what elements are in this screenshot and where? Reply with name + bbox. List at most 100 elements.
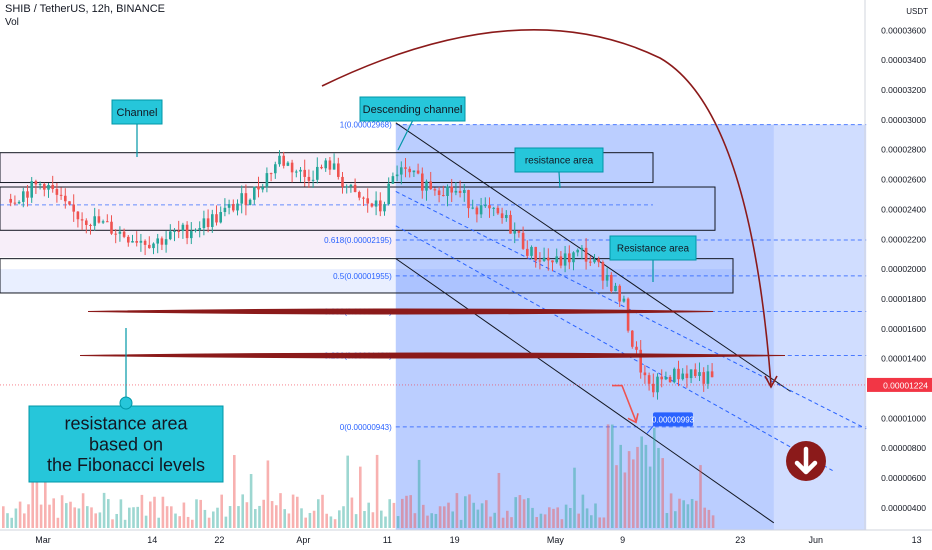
candle-body <box>463 190 466 193</box>
volume-bar <box>44 474 47 528</box>
callout-fibonacci-text: the Fibonacci levels <box>47 455 205 475</box>
candle-body <box>475 207 479 215</box>
y-tick-label: 0.00003400 <box>881 55 926 65</box>
volume-bar <box>10 517 13 528</box>
candle-body <box>458 190 462 193</box>
volume-bar <box>426 515 429 528</box>
volume-bar <box>144 515 148 528</box>
candle-body <box>513 230 516 234</box>
lower-band-zone <box>0 269 733 293</box>
volume-bar <box>329 516 333 528</box>
volume-bar <box>581 494 585 528</box>
volume-bar <box>640 436 643 528</box>
volume-bar <box>338 510 341 528</box>
volume-bar <box>254 509 257 528</box>
volume-bar <box>296 496 299 528</box>
candle-body <box>467 190 470 209</box>
volume-bar <box>585 508 589 528</box>
candle-body <box>534 246 537 261</box>
volume-bar <box>115 513 118 528</box>
candle-body <box>236 203 239 211</box>
volume-bar <box>417 459 421 528</box>
volume-bar <box>556 507 559 528</box>
candle-body <box>538 260 542 262</box>
volume-bar <box>107 499 110 528</box>
volume-bar <box>455 493 459 528</box>
candle-body <box>232 204 235 211</box>
x-tick-label: 22 <box>214 535 224 545</box>
projection-arrowhead <box>764 375 778 389</box>
volume-bar <box>606 424 610 528</box>
candle-body <box>227 204 231 208</box>
volume-bar <box>149 501 152 528</box>
volume-bar <box>707 509 711 528</box>
candle-body <box>576 249 579 253</box>
volume-bar <box>249 474 253 528</box>
candle-body <box>664 376 668 380</box>
volume-bar <box>102 492 106 528</box>
volume-bar <box>367 502 370 528</box>
candle-body <box>43 184 46 190</box>
volume-bar <box>682 500 685 528</box>
down-arrow-glyph <box>794 446 818 475</box>
volume-bar <box>522 499 526 528</box>
candle-body <box>479 205 483 215</box>
candle-body <box>647 375 651 384</box>
volume-bar <box>203 509 207 528</box>
callout-fibonacci-dot <box>119 396 133 410</box>
volume-bar <box>195 499 198 528</box>
volume-bar <box>170 506 173 528</box>
x-tick-label: 14 <box>147 535 157 545</box>
candle-body <box>652 383 655 393</box>
volume-bar <box>371 512 375 528</box>
candle-body <box>353 184 357 193</box>
callout-descending-channel-pointer <box>397 120 414 151</box>
volume-bar <box>564 504 568 528</box>
volume-bar <box>501 517 505 528</box>
volume-bar <box>258 505 261 528</box>
x-tick-label: 23 <box>735 535 745 545</box>
candle-body <box>362 197 365 199</box>
candle-body <box>38 184 42 186</box>
candle-body <box>185 224 189 239</box>
y-tick-label: 0.00001800 <box>881 294 926 304</box>
candle-body <box>211 214 214 227</box>
target-box <box>653 412 693 427</box>
candle-body <box>387 183 390 205</box>
candle-body <box>122 231 126 237</box>
candle-body <box>118 231 122 234</box>
candle-body <box>614 285 617 292</box>
volume-bar <box>363 511 366 528</box>
candle-body <box>269 173 273 175</box>
volume-bar <box>661 458 664 528</box>
candle-body <box>660 376 663 380</box>
candle-body <box>13 202 17 204</box>
volume-bar <box>615 465 618 528</box>
candle-body <box>421 173 424 191</box>
volume-bar <box>270 501 274 528</box>
fib-level-label: 0.5(0.00001955) <box>333 272 392 281</box>
volume-bar <box>304 517 307 528</box>
candle-body <box>169 231 172 240</box>
volume-bar <box>632 459 635 528</box>
volume-bar <box>35 472 39 528</box>
volume-bar <box>6 513 9 528</box>
descending-channel-bottom <box>395 258 775 524</box>
volume-bar <box>396 516 400 528</box>
candle-body <box>127 236 130 243</box>
y-tick-label: 0.00000600 <box>881 473 926 483</box>
candle-body <box>106 221 109 223</box>
volume-bar <box>2 506 5 528</box>
candle-body <box>278 155 281 165</box>
candle-body <box>93 216 96 226</box>
candle-body <box>68 201 71 205</box>
candle-body <box>143 240 147 245</box>
volume-bar <box>136 506 139 528</box>
volume-bar <box>312 510 316 528</box>
candle-body <box>206 218 210 227</box>
volume-bar <box>594 503 597 528</box>
candle-body <box>605 274 609 281</box>
volume-bar <box>90 507 93 528</box>
candle-body <box>219 212 222 223</box>
